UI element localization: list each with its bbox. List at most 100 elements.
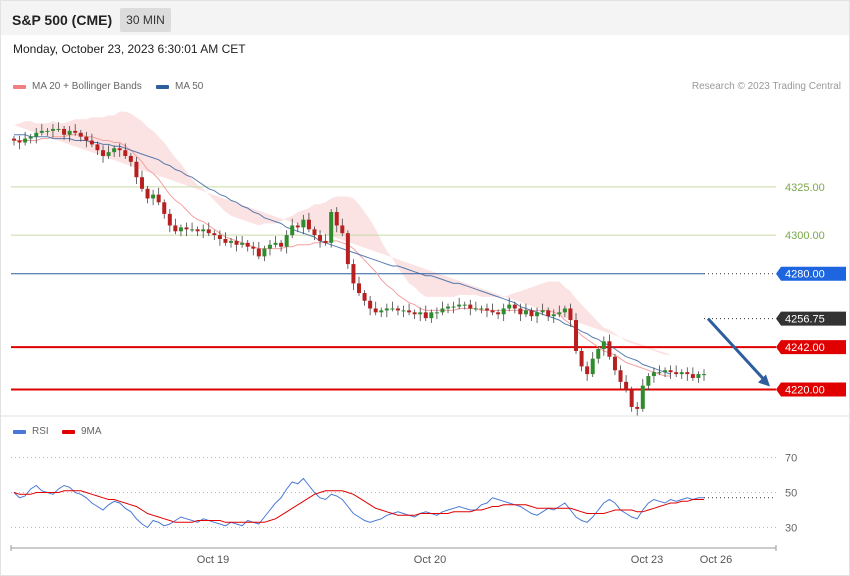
candle-body [702, 374, 706, 376]
candle-body [17, 140, 22, 143]
candle-body [295, 225, 300, 228]
candle-body [251, 246, 256, 249]
candle-body [62, 128, 67, 135]
candle-body [462, 304, 467, 306]
legend-ma20: MA 20 + Bollinger Bands [13, 81, 142, 92]
candle-body [256, 248, 261, 257]
candle-body [468, 304, 473, 309]
x-tick-label: Oct 19 [197, 554, 229, 566]
candle-body [568, 308, 573, 321]
candle-body [646, 376, 651, 386]
candle-body [156, 194, 161, 203]
x-tick-label: Oct 20 [414, 554, 446, 566]
level-tag [776, 266, 846, 281]
candle-body [429, 312, 434, 319]
candle-body [484, 308, 489, 311]
timestamp: Monday, October 23, 2023 6:30:01 AM CET [13, 42, 246, 56]
candle-body [162, 202, 167, 214]
candle-body [401, 310, 406, 312]
candle-body [496, 312, 501, 315]
x-tick-label: Oct 23 [631, 554, 663, 566]
candle-body [635, 406, 640, 409]
candle-body [78, 132, 83, 137]
timeframe-badge[interactable]: 30 MIN [120, 8, 171, 32]
candle-body [629, 389, 634, 407]
ma9-label: 9MA [81, 426, 102, 437]
candle-body [507, 304, 512, 309]
candle-body [318, 235, 323, 241]
level-tag [776, 382, 846, 397]
candle-body [23, 138, 28, 143]
candle-body [379, 310, 384, 313]
candle-body [351, 264, 356, 284]
candle-body [562, 308, 567, 313]
candle-body [212, 233, 217, 236]
candle-body [529, 310, 534, 317]
rsi-label: RSI [32, 426, 49, 437]
candle-body [106, 152, 111, 156]
candle-body [451, 306, 456, 308]
x-tick-label: Oct 26 [700, 554, 732, 566]
candle-body [501, 308, 506, 315]
candle-body [262, 248, 267, 257]
candle-body [585, 366, 590, 375]
candle-body [229, 240, 234, 243]
candle-body [39, 130, 44, 133]
rsi-9ma-line [13, 490, 704, 523]
legend-rsi: RSI [13, 426, 49, 437]
candle-body [579, 350, 584, 367]
candle-body [50, 128, 55, 131]
candle-body [373, 308, 378, 313]
candle-body [139, 177, 144, 189]
candle-body [329, 211, 334, 243]
level-tag-text: 4280.00 [785, 269, 825, 281]
candle-body [368, 300, 373, 309]
candle-body [184, 227, 189, 230]
candle-body [279, 242, 284, 247]
candle-body [446, 306, 451, 309]
ma50-label: MA 50 [175, 81, 204, 92]
candle-body [434, 312, 439, 314]
candle-body [395, 308, 400, 311]
candle-body [674, 372, 679, 375]
legend-ma50: MA 50 [156, 81, 203, 92]
candle-body [540, 310, 545, 313]
candle-body [601, 341, 606, 350]
candle-body [67, 130, 72, 135]
level-tag-text: 4242.00 [785, 342, 825, 354]
candle-body [323, 240, 328, 243]
candle-body [418, 312, 423, 315]
level-tag-text: 4220.00 [785, 385, 825, 397]
candle-body [663, 370, 668, 373]
candle-body [518, 308, 523, 315]
candle-body [679, 372, 684, 375]
candle-body [123, 150, 128, 156]
candle-body [412, 312, 417, 315]
candle-body [201, 229, 206, 232]
candle-body [167, 213, 172, 226]
projection-arrow [706, 317, 766, 381]
candle-body [423, 312, 428, 319]
credit-text: Research © 2023 Trading Central [691, 81, 841, 92]
level-tag-text: 4256.75 [785, 314, 825, 326]
candle-body [557, 312, 562, 315]
candle-body [651, 372, 656, 377]
ma20-label: MA 20 + Bollinger Bands [32, 81, 142, 92]
candle-body [407, 310, 412, 313]
instrument-title: S&P 500 (CME) [12, 12, 113, 28]
rsi-line [13, 477, 704, 529]
resistance-label: 4325.00 [785, 182, 825, 194]
candle-body [657, 372, 662, 374]
header-bar: S&P 500 (CME) 30 MIN [1, 1, 849, 35]
candle-body [312, 229, 317, 236]
candle-body [440, 308, 445, 313]
rsi-tick-label: 70 [785, 453, 797, 465]
candle-body [217, 235, 222, 239]
candle-body [306, 219, 311, 230]
candle-body [56, 128, 61, 130]
candle-body [523, 310, 528, 315]
ma50-swatch [156, 84, 169, 89]
candle-body [512, 304, 517, 309]
candle-body [546, 310, 551, 317]
